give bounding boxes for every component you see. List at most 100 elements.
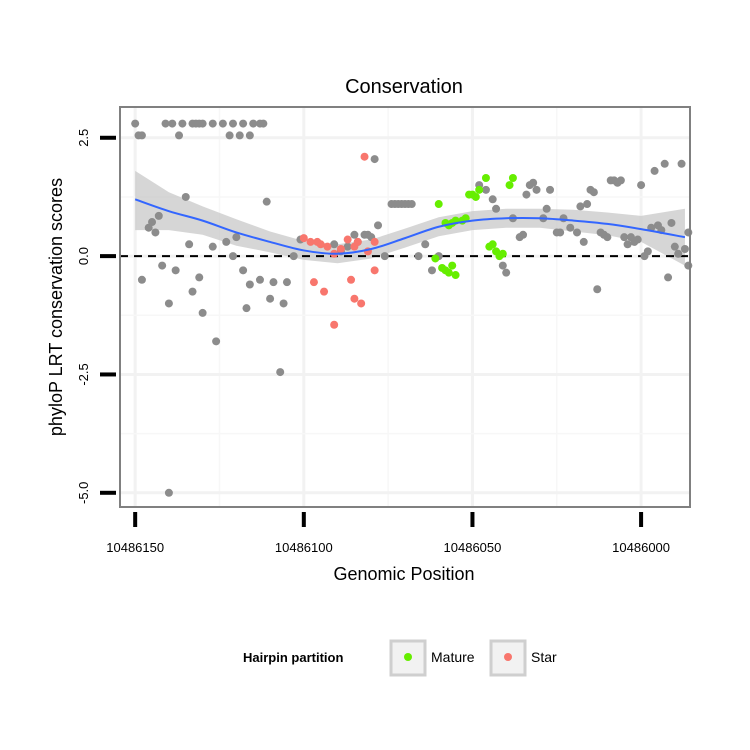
point-other — [259, 119, 268, 128]
point-mature — [488, 240, 497, 249]
point-other — [164, 488, 173, 497]
smooth-trend-line — [134, 198, 686, 255]
point-other — [188, 287, 197, 296]
point-other — [427, 266, 436, 275]
point-other — [164, 299, 173, 308]
point-other — [519, 230, 528, 239]
legend-swatch-star — [504, 653, 512, 661]
point-star — [336, 245, 345, 254]
point-mature — [498, 249, 507, 258]
point-other — [158, 261, 167, 270]
point-other — [684, 261, 693, 270]
point-star — [323, 242, 332, 251]
point-other — [245, 131, 254, 140]
point-star — [350, 294, 359, 303]
point-other — [228, 252, 237, 261]
point-other — [137, 131, 146, 140]
point-other — [529, 178, 538, 187]
legend: Hairpin partition Mature Star — [243, 639, 557, 677]
point-other — [148, 218, 157, 227]
grid-lines — [120, 107, 690, 507]
point-other — [161, 119, 170, 128]
point-other — [245, 280, 254, 289]
point-other — [414, 252, 423, 261]
point-other — [266, 294, 275, 303]
x-tick-label: 10486050 — [444, 540, 502, 555]
point-other — [637, 181, 646, 190]
point-other — [218, 119, 227, 128]
point-other — [208, 242, 217, 251]
point-other — [677, 159, 686, 168]
x-tick-label: 10486100 — [275, 540, 333, 555]
point-other — [239, 266, 248, 275]
legend-label-mature: Mature — [431, 649, 475, 665]
point-other — [255, 275, 264, 284]
plot-border — [119, 106, 691, 508]
point-star — [299, 234, 308, 243]
point-other — [262, 197, 271, 206]
point-other — [235, 131, 244, 140]
y-tick-label: 2.5 — [76, 129, 91, 147]
point-other — [481, 185, 490, 194]
point-other — [616, 176, 625, 185]
point-star — [306, 237, 315, 246]
point-other — [181, 192, 190, 201]
y-tick-label: 0.0 — [76, 247, 91, 265]
point-other — [225, 131, 234, 140]
point-other — [171, 266, 180, 275]
point-other — [282, 278, 291, 287]
point-other — [249, 119, 258, 128]
point-other — [350, 230, 359, 239]
point-other — [589, 188, 598, 197]
point-other — [137, 275, 146, 284]
point-other — [488, 195, 497, 204]
y-axis-title: phyloP LRT conservation scores — [46, 178, 66, 436]
point-other — [502, 268, 511, 277]
point-other — [498, 261, 507, 270]
point-star — [343, 235, 352, 244]
point-other — [650, 166, 659, 175]
point-other — [198, 119, 207, 128]
point-other — [492, 204, 501, 213]
point-star — [309, 278, 318, 287]
point-other — [131, 119, 140, 128]
point-other — [583, 200, 592, 209]
point-other — [279, 299, 288, 308]
point-other — [576, 202, 585, 211]
point-other — [680, 245, 689, 254]
point-other — [664, 273, 673, 282]
point-other — [667, 218, 676, 227]
point-other — [212, 337, 221, 346]
point-mature — [431, 254, 440, 263]
plot-panel — [120, 107, 690, 507]
point-other — [380, 252, 389, 261]
point-other — [242, 304, 251, 313]
chart-title: Conservation — [345, 76, 463, 98]
point-other — [178, 119, 187, 128]
point-other — [684, 228, 693, 237]
point-other — [228, 119, 237, 128]
point-other — [330, 240, 339, 249]
point-other — [559, 214, 568, 223]
point-other — [421, 240, 430, 249]
point-mature — [475, 185, 484, 194]
point-mature — [508, 174, 517, 183]
point-star — [370, 266, 379, 275]
point-other — [175, 131, 184, 140]
point-other — [620, 233, 629, 242]
x-tick-label: 10486150 — [106, 540, 164, 555]
point-other — [593, 285, 602, 294]
point-star — [347, 275, 356, 284]
y-axis: -5.0 -2.5 0.0 2.5 — [76, 129, 116, 504]
point-star — [360, 152, 369, 161]
point-other — [579, 237, 588, 246]
legend-swatch-mature — [404, 653, 412, 661]
point-other — [222, 237, 231, 246]
point-mature — [451, 271, 460, 280]
point-other — [633, 235, 642, 244]
point-other — [546, 185, 555, 194]
x-axis: 10486150 10486100 10486050 10486000 — [106, 512, 670, 555]
point-other — [232, 233, 241, 242]
point-other — [407, 200, 416, 209]
